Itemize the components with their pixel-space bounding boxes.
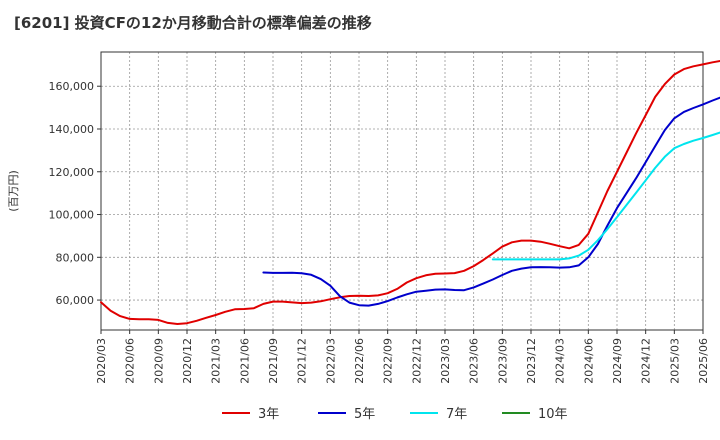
y-tick-label: 120,000 <box>49 166 95 179</box>
x-tick-label: 2021/03 <box>210 338 223 384</box>
x-tick-label: 2020/09 <box>152 338 165 384</box>
x-tick-label: 2020/03 <box>95 338 108 384</box>
y-tick-label: 60,000 <box>56 294 95 307</box>
x-tick-label: 2023/03 <box>439 338 452 384</box>
x-tick-label: 2023/12 <box>525 338 538 384</box>
x-tick-label: 2021/12 <box>296 338 309 384</box>
series-line-3年 <box>100 59 720 325</box>
y-tick-label: 80,000 <box>56 251 95 264</box>
series-line-5年 <box>262 96 720 307</box>
x-tick-label: 2021/09 <box>267 338 280 384</box>
legend-label-7年: 7年 <box>446 407 467 422</box>
axes: 60,000 80,000 100,000 120,000 140,000 160,000… <box>7 51 710 384</box>
y-tick-label: 160,000 <box>49 80 95 93</box>
series-line-7年 <box>491 131 720 261</box>
x-tick-label: 2022/06 <box>353 338 366 384</box>
x-tick-label: 2022/03 <box>324 338 337 384</box>
x-tick-label: 2022/12 <box>410 338 423 384</box>
y-tick-label: 140,000 <box>49 123 95 136</box>
x-tick-label: 2020/12 <box>181 338 194 384</box>
legend-label-3年: 3年 <box>258 407 279 422</box>
y-tick-label: 100,000 <box>49 209 95 222</box>
series-lines <box>100 59 720 325</box>
x-tick-label: 2023/09 <box>496 338 509 384</box>
x-tick-label: 2024/09 <box>611 338 624 384</box>
x-tick-label: 2020/06 <box>124 338 137 384</box>
x-tick-label: 2021/06 <box>238 338 251 384</box>
legend-label-10年: 10年 <box>538 407 568 422</box>
x-tick-label: 2022/09 <box>382 338 395 384</box>
plot-frame <box>100 51 704 331</box>
x-tick-label: 2024/12 <box>640 338 653 384</box>
chart-title: [6201] 投資CFの12か月移動合計の標準偏差の推移 <box>14 14 372 32</box>
legend-label-5年: 5年 <box>354 407 375 422</box>
grid-lines <box>100 52 704 330</box>
x-tick-label: 2023/06 <box>468 338 481 384</box>
x-tick-label: 2024/03 <box>554 338 567 384</box>
plot-background <box>101 52 703 330</box>
x-tick-label: 2025/03 <box>668 338 681 384</box>
y-axis-label: (百万円) <box>7 170 20 212</box>
x-tick-label: 2025/06 <box>697 338 710 384</box>
x-tick-label: 2024/06 <box>582 338 595 384</box>
legend: 3年 5年 7年 10年 <box>222 407 568 422</box>
